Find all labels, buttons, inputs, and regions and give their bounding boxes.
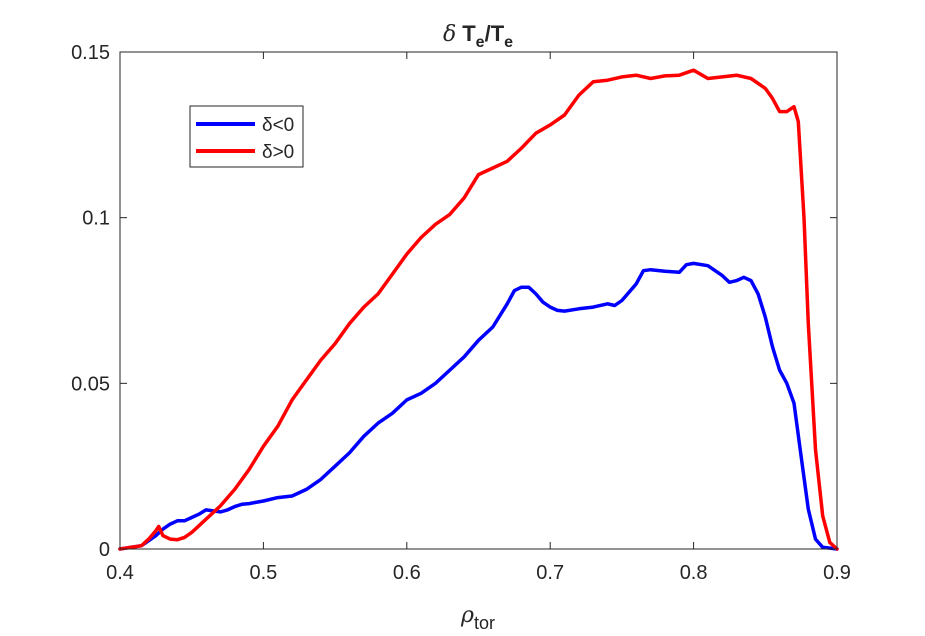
x-axis-label-sub: tor <box>474 613 495 633</box>
x-tick-label-3: 0.7 <box>536 562 564 584</box>
x-tick-label-2: 0.6 <box>393 562 421 584</box>
x-tick-label-0: 0.4 <box>106 562 134 584</box>
title-slash: / <box>485 21 491 46</box>
title-t1: T <box>462 21 476 46</box>
y-tick-label-3: 0.15 <box>71 42 110 64</box>
y-tick-label-2: 0.1 <box>82 208 110 230</box>
series-line-1 <box>118 68 839 551</box>
title-t2: T <box>491 21 505 46</box>
y-tick-label-0: 0 <box>99 539 110 561</box>
legend-label-pos: δ>0 <box>262 142 294 163</box>
plot-frame <box>119 51 838 550</box>
series-layer <box>118 68 839 551</box>
x-axis-label: ρtor <box>460 603 495 633</box>
x-axis-label-main: ρ <box>460 603 474 628</box>
x-tick-label-1: 0.5 <box>249 562 277 584</box>
legend-box <box>189 105 304 168</box>
title-delta: δ <box>443 22 456 47</box>
y-tick-label-1: 0.05 <box>71 373 110 395</box>
legend: δ<0 δ>0 <box>189 105 304 168</box>
ticks-layer: 0.4 0.5 0.6 0.7 0.8 0.9 0 0.05 0.1 0.15 <box>71 42 851 584</box>
series-line-0 <box>118 261 839 551</box>
legend-label-neg: δ<0 <box>262 115 294 136</box>
x-tick-label-5: 0.9 <box>823 562 851 584</box>
title-s2: e <box>504 34 513 51</box>
title-s1: e <box>476 34 485 51</box>
chart-title: δ Te/Te <box>443 21 513 51</box>
x-tick-label-4: 0.8 <box>680 562 708 584</box>
